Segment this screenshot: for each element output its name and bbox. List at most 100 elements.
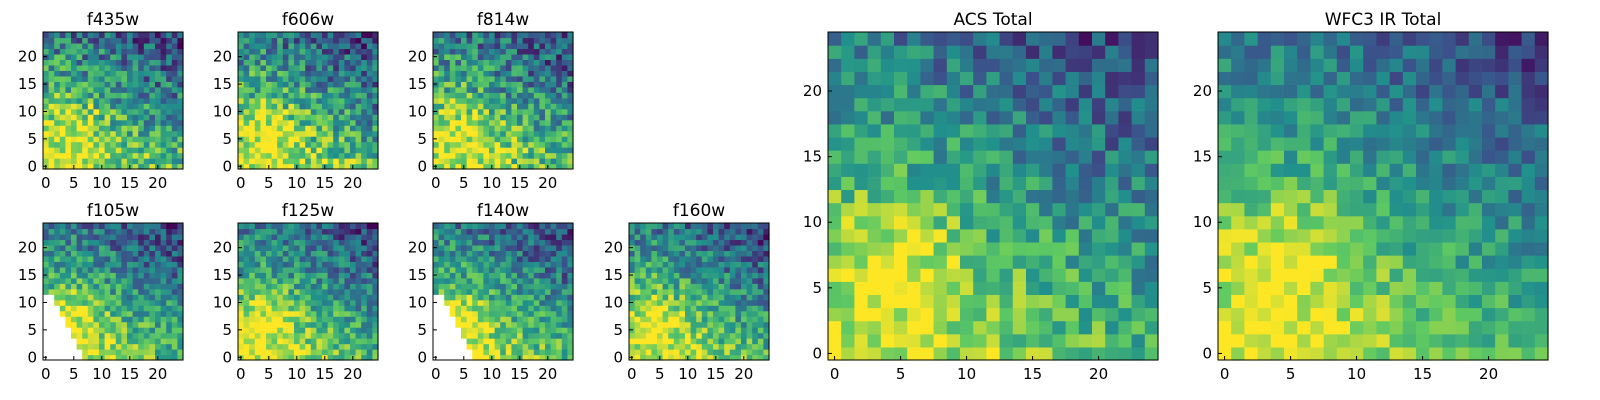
heatmap-cell <box>729 261 736 268</box>
heatmap-cell <box>629 321 636 328</box>
heatmap-cell <box>54 37 61 44</box>
heatmap-cell <box>673 327 680 334</box>
heatmap-cell <box>155 255 162 262</box>
heatmap-cell <box>707 310 714 317</box>
heatmap-cell <box>355 349 362 356</box>
x-tick-label: 0 <box>431 174 441 192</box>
heatmap-cell <box>355 37 362 44</box>
heatmap-cell <box>177 354 184 361</box>
heatmap-cell <box>76 130 83 137</box>
heatmap-cell <box>629 283 636 290</box>
heatmap-cell <box>752 343 759 350</box>
heatmap-cell <box>338 86 345 93</box>
heatmap-cell <box>344 266 351 273</box>
heatmap-cell <box>338 266 345 273</box>
heatmap-cell <box>333 81 340 88</box>
heatmap-cell <box>115 163 122 170</box>
heatmap-cell <box>505 158 512 165</box>
heatmap-cell <box>99 86 106 93</box>
heatmap-cell <box>517 158 524 165</box>
heatmap-cell <box>115 97 122 104</box>
heatmap-cell <box>472 163 479 170</box>
heatmap-cell <box>76 305 83 312</box>
heatmap-cell <box>249 327 256 334</box>
heatmap-cell <box>556 53 563 60</box>
heatmap-cell <box>634 255 641 262</box>
heatmap-cell <box>361 266 368 273</box>
heatmap-cell <box>685 288 692 295</box>
heatmap-cell <box>629 305 636 312</box>
heatmap-cell <box>528 53 535 60</box>
heatmap-cell <box>48 130 55 137</box>
heatmap-cell <box>294 332 301 339</box>
heatmap-cell <box>93 48 100 55</box>
heatmap-cell <box>556 92 563 99</box>
heatmap-cell <box>99 48 106 55</box>
heatmap-cell <box>561 239 568 246</box>
heatmap-cells <box>238 32 379 170</box>
heatmap-cell <box>254 233 261 241</box>
heatmap-cell <box>243 125 250 132</box>
heatmap-cell <box>946 268 961 282</box>
heatmap-cell <box>171 103 178 110</box>
heatmap-cell <box>333 97 340 104</box>
heatmap-cell <box>533 244 540 251</box>
x-tick-label: 10 <box>287 174 306 192</box>
heatmap-cell <box>729 354 736 361</box>
heatmap-cell <box>455 141 462 148</box>
heatmap-cell <box>449 114 456 121</box>
heatmap-cell <box>533 299 540 306</box>
heatmap-cell <box>522 70 529 77</box>
heatmap-cell <box>444 114 451 121</box>
heatmap-cell <box>1092 281 1106 295</box>
heatmap-cell <box>556 103 563 110</box>
y-tick-label: 10 <box>213 102 232 120</box>
heatmap-cell <box>880 123 895 138</box>
heatmap-cell <box>271 97 278 104</box>
heatmap-cell <box>960 241 974 256</box>
heatmap-cell <box>366 75 373 82</box>
heatmap-cell <box>266 228 273 235</box>
heatmap-cell <box>115 332 122 339</box>
heatmap-cell <box>104 349 111 356</box>
heatmap-cell <box>333 332 340 339</box>
heatmap-cell <box>43 233 50 241</box>
heatmap-cell <box>741 277 748 284</box>
heatmap-cell <box>121 108 128 115</box>
heatmap-cell <box>494 261 501 268</box>
heatmap-cell <box>177 343 184 350</box>
heatmap-cell <box>177 310 184 317</box>
heatmap-cell <box>327 223 334 230</box>
heatmap-cell <box>483 130 490 137</box>
heatmap-cell <box>662 255 669 262</box>
heatmap-cell <box>567 152 574 159</box>
heatmap-cell <box>299 255 306 262</box>
heatmap-cell <box>277 239 284 246</box>
heatmap-cell <box>316 305 323 312</box>
y-tick-label: 0 <box>222 157 232 175</box>
heatmap-cell <box>71 272 78 279</box>
heatmap-cell <box>333 233 340 241</box>
heatmap-cell <box>986 320 1001 335</box>
heatmap-cell <box>127 349 134 356</box>
heatmap-cell <box>333 152 340 159</box>
heatmap-cell <box>43 114 50 121</box>
heatmap-cell <box>177 272 184 279</box>
heatmap-cell <box>333 250 340 257</box>
heatmap-cell <box>545 288 552 295</box>
heatmap-cell <box>333 42 340 50</box>
heatmap-cell <box>71 288 78 295</box>
heatmap-cell <box>438 261 445 268</box>
heatmap-cell <box>127 327 134 334</box>
heatmap-cell <box>556 81 563 88</box>
heatmap-cell <box>238 343 245 350</box>
heatmap-cell <box>59 152 66 159</box>
heatmap-cell <box>528 48 535 55</box>
heatmap-cell <box>355 147 362 154</box>
heatmap-cell <box>65 92 72 99</box>
heatmap-cell <box>920 176 935 191</box>
heatmap-cell <box>355 338 362 345</box>
heatmap-cell <box>522 338 529 345</box>
heatmap-cell <box>1052 320 1067 335</box>
heatmap-cell <box>505 152 512 159</box>
